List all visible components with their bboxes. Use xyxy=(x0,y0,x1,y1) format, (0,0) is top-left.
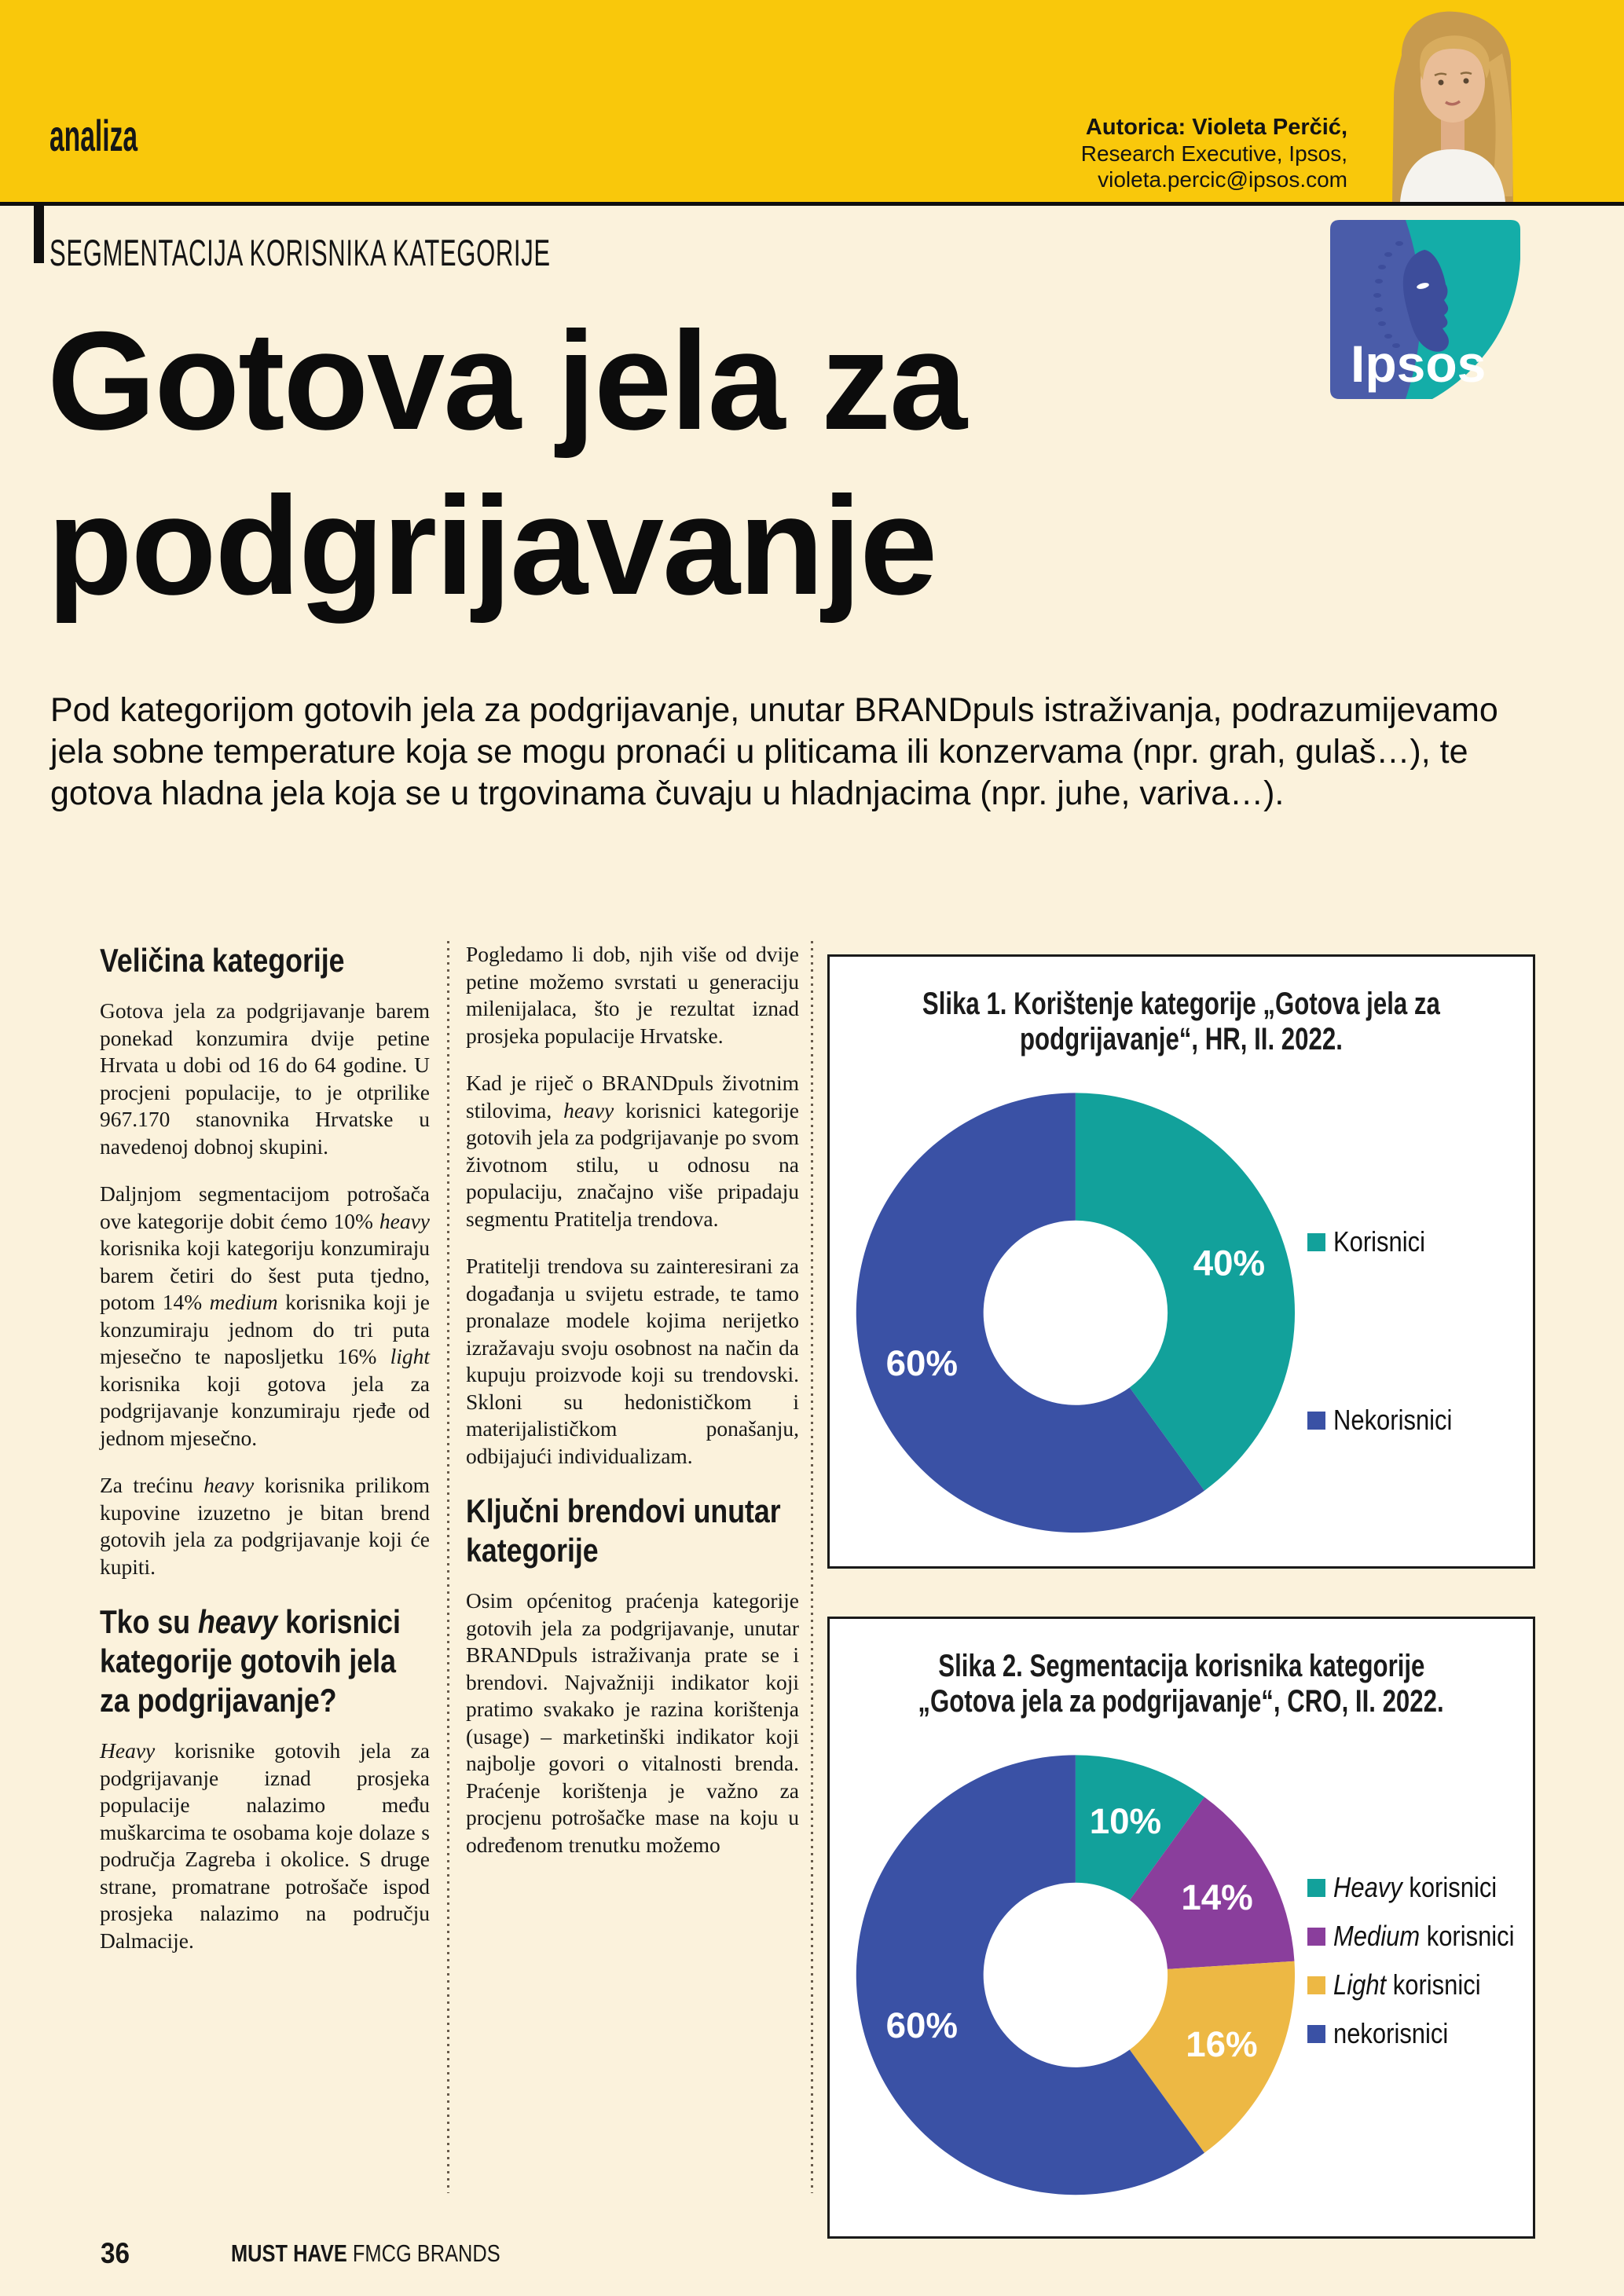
heading-velicina-kategorije: Veličina kategorije xyxy=(100,942,345,979)
header-band: analiza Autorica: Violeta Perčić, Resear… xyxy=(0,0,1624,202)
magazine-section-title: analiza xyxy=(49,111,138,160)
section-label: SEGMENTACIJA KORISNIKA KATEGORIJE xyxy=(49,232,551,273)
header-divider xyxy=(0,202,1624,206)
donut-segment-2 xyxy=(856,1093,1204,1533)
body-paragraph: Daljnjom segmentacijom potrošača ove kat… xyxy=(100,1181,430,1450)
figure-1-legend: Korisnici Nekorisnici xyxy=(1307,1225,1472,1437)
legend-swatch xyxy=(1307,1411,1325,1430)
figure-1-title-line1: Slika 1. Korištenje kategorije „Gotova j… xyxy=(922,987,1440,1021)
donut-segment-4 xyxy=(856,1755,1204,2195)
figure-2: Slika 2. Segmentacija korisnika kategori… xyxy=(827,1617,1535,2239)
footer-brand-bold: MUST HAVE xyxy=(231,2239,347,2267)
donut-segment-2 xyxy=(1129,1796,1295,1969)
author-role: Research Executive, Ipsos, xyxy=(1080,141,1347,166)
figure-2-title: Slika 2. Segmentacija korisnika kategori… xyxy=(830,1649,1533,1719)
donut-segment-3 xyxy=(1129,1961,1296,2153)
donut-data-label: 60% xyxy=(886,1343,958,1383)
article-title-line1: Gotova jela za xyxy=(47,302,967,459)
legend-label: Heavy korisnici xyxy=(1333,1871,1498,1903)
figure-1: Slika 1. Korištenje kategorije „Gotova j… xyxy=(827,954,1535,1569)
section-marker-bar xyxy=(34,206,44,263)
heading-kljucni-brendovi: Ključni brendovi unutar kategorije xyxy=(466,1492,781,1569)
legend-item: nekorisnici xyxy=(1307,2016,1544,2051)
author-email: violeta.percic@ipsos.com xyxy=(1098,167,1347,192)
legend-label: Medium korisnici xyxy=(1333,1920,1515,1952)
ipsos-logo-wordmark: Ipsos xyxy=(1351,335,1486,393)
figure-2-legend: Heavy korisnici Medium korisnici Light kor… xyxy=(1307,1870,1544,2051)
donut-data-label: 40% xyxy=(1193,1243,1265,1283)
ipsos-logo-foliage xyxy=(1373,241,1403,348)
body-paragraph: Za trećinu heavy korisnika prilikom kupo… xyxy=(100,1473,430,1579)
body-paragraph: Osim općenitog praćenja kategorije gotov… xyxy=(466,1588,799,1857)
donut-data-label: 10% xyxy=(1090,1801,1161,1841)
legend-label: Light korisnici xyxy=(1333,1968,1481,2001)
legend-swatch xyxy=(1307,1976,1325,1994)
author-photo xyxy=(1392,11,1513,202)
column-1: Veličina kategorije Gotova jela za podgr… xyxy=(100,941,430,1975)
body-paragraph: Heavy korisnike gotovih jela za podgrija… xyxy=(100,1738,430,1953)
donut-data-label: 60% xyxy=(886,2005,958,2045)
legend-item: Korisnici xyxy=(1307,1225,1472,1259)
figure-1-donut-chart: 40% 60% xyxy=(856,1093,1296,1533)
body-paragraph: Pratitelji trendova su zainteresirani za… xyxy=(466,1254,799,1468)
legend-label: nekorisnici xyxy=(1333,2017,1449,2049)
legend-item: Medium korisnici xyxy=(1307,1919,1544,1954)
column-2: Pogledamo li dob, njih više od dvije pet… xyxy=(466,941,799,1879)
legend-label: Nekorisnici xyxy=(1333,1404,1453,1436)
legend-item: Heavy korisnici xyxy=(1307,1870,1544,1905)
legend-item: Light korisnici xyxy=(1307,1968,1544,2002)
donut-data-label: 16% xyxy=(1186,2024,1257,2064)
column-divider xyxy=(447,941,449,2193)
body-paragraph: Kad je riječ o BRANDpuls životnim stilov… xyxy=(466,1071,799,1231)
author-name: Autorica: Violeta Perčić, xyxy=(1085,115,1347,140)
legend-swatch xyxy=(1307,2024,1325,2043)
heading-tko-su-heavy-korisnici: Tko su heavy korisnici kategorije gotovi… xyxy=(100,1603,401,1719)
figure-2-donut-chart: 10% 14% 16% 60% xyxy=(856,1755,1296,2195)
ipsos-logo-face-profile xyxy=(1402,250,1449,352)
body-paragraph: Gotova jela za podgrijavanje barem ponek… xyxy=(100,998,430,1159)
figure-1-title: Slika 1. Korištenje kategorije „Gotova j… xyxy=(830,987,1533,1057)
footer-brand-rest: FMCG BRANDS xyxy=(346,2239,500,2267)
legend-swatch xyxy=(1307,1878,1325,1897)
column-divider xyxy=(811,941,813,2193)
page-number: 36 xyxy=(101,2237,130,2269)
legend-label: Korisnici xyxy=(1333,1225,1426,1258)
legend-swatch xyxy=(1307,1232,1325,1251)
donut-segment-1 xyxy=(1075,1093,1296,1491)
donut-data-label: 14% xyxy=(1181,1877,1252,1917)
footer-magazine-brand: MUST HAVE FMCG BRANDS xyxy=(231,2239,559,2268)
donut-segment-1 xyxy=(1075,1755,1204,1901)
legend-item: Nekorisnici xyxy=(1307,1403,1472,1437)
author-block: Autorica: Violeta Perčić, Research Execu… xyxy=(1081,115,1347,192)
figure-1-title-line2: podgrijavanje“, HR, II. 2022. xyxy=(1020,1022,1343,1056)
article-title-line2: podgrijavanje xyxy=(47,467,937,624)
legend-swatch xyxy=(1307,1927,1325,1946)
figure-2-title-line2: „Gotova jela za podgrijavanje“, CRO, II.… xyxy=(918,1684,1445,1719)
intro-paragraph: Pod kategorijom gotovih jela za podgrija… xyxy=(50,691,1498,812)
article-title: Gotova jela za podgrijavanje xyxy=(47,298,967,628)
figure-2-title-line1: Slika 2. Segmentacija korisnika kategori… xyxy=(937,1649,1425,1683)
body-paragraph: Pogledamo li dob, njih više od dvije pet… xyxy=(466,942,799,1048)
ipsos-logo: Ipsos xyxy=(1330,220,1520,399)
